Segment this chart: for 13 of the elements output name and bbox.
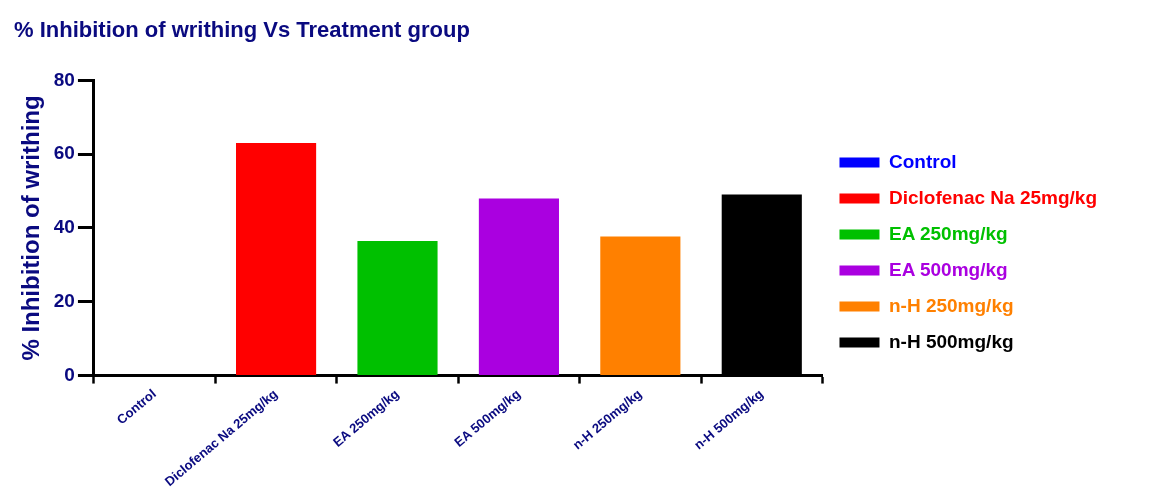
legend-label: Control [888,150,957,172]
legend-label: Diclofenac Na 25mg/kg [888,186,1098,208]
legend-label: EA 500mg/kg [888,258,1008,280]
y-axis-title: % Inhibition of writhing [17,95,45,361]
legend-label: n-H 250mg/kg [888,294,1014,316]
y-tick-label: 20 [53,290,75,312]
legend-label: n-H 500mg/kg [888,330,1014,352]
legend-label: EA 250mg/kg [888,222,1008,244]
y-tick-label: 80 [53,68,75,90]
y-tick-label: 40 [53,216,75,238]
y-tick-label: 0 [64,363,75,385]
chart-title: % Inhibition of writhing Vs Treatment group [14,17,470,43]
y-tick-label: 60 [53,142,75,164]
